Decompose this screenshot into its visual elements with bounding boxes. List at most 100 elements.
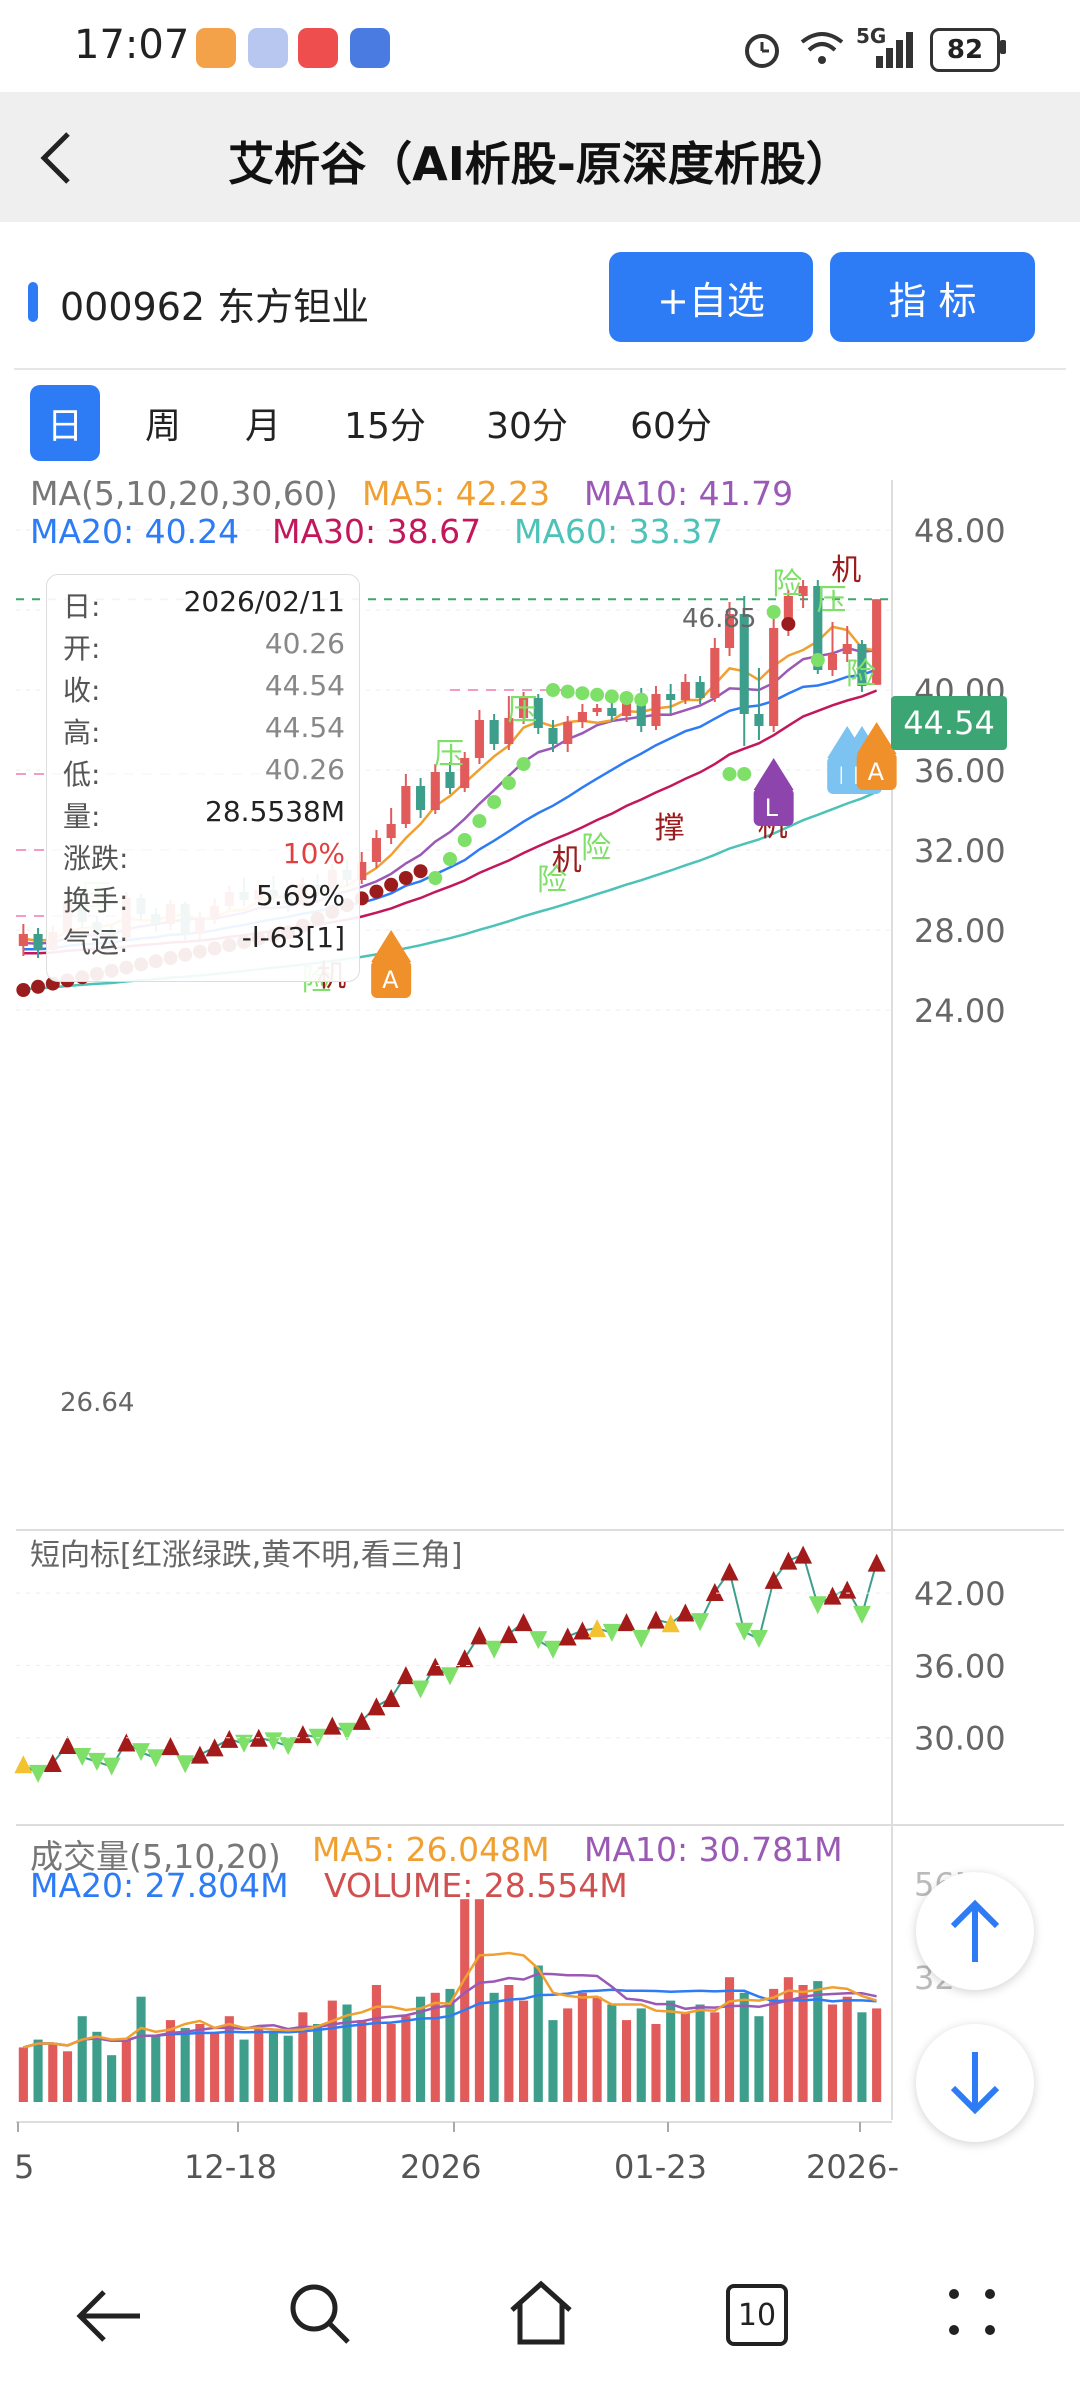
trend-dot (619, 691, 634, 705)
candle-body (474, 720, 484, 758)
low-price-label: 26.64 (60, 1388, 135, 1418)
indicator-triangle (705, 1582, 724, 1601)
battery-tip (1000, 40, 1006, 54)
tab-30min[interactable]: 30分 (486, 406, 568, 447)
indicator-triangle (264, 1732, 283, 1751)
search-icon[interactable] (288, 2282, 352, 2346)
trend-dot (781, 617, 796, 631)
trend-dot (472, 814, 487, 828)
trend-dot (722, 767, 737, 781)
volume-bar (460, 1899, 470, 2102)
trend-dot (398, 871, 413, 885)
volume-bar (254, 2027, 264, 2102)
volume-bar (430, 1992, 440, 2102)
trend-dot (634, 692, 649, 707)
candle-body (813, 586, 823, 670)
volume-bar (636, 2008, 646, 2102)
volume-bar (533, 1965, 543, 2102)
chevron-left-icon[interactable] (34, 128, 78, 188)
indicator-triangle (161, 1737, 180, 1756)
volume-bar (48, 2043, 58, 2102)
volume-ma5-line (23, 1951, 877, 2049)
indicator-triangle (764, 1570, 783, 1589)
indicator-triangle (279, 1737, 298, 1756)
volume-bar (769, 1988, 779, 2102)
indicator-triangle (735, 1622, 754, 1641)
indicator-triangle (190, 1745, 209, 1764)
volume-bar (651, 2024, 661, 2102)
volume-bar (77, 2016, 87, 2102)
volume-bar (107, 2055, 117, 2102)
trend-dot (575, 686, 590, 701)
scroll-up-button[interactable] (916, 1872, 1034, 1990)
security-notification-icon (350, 28, 390, 68)
volume-bar (783, 1977, 793, 2102)
volume-bar (548, 2020, 558, 2102)
candle-body (827, 654, 838, 670)
volume-ma20-label: MA20: 27.804M (30, 1866, 289, 1905)
divider (14, 368, 1066, 370)
tabs-icon[interactable]: 10 (726, 2284, 788, 2346)
trend-dot (384, 877, 399, 892)
candle-body (386, 824, 396, 838)
tab-60min[interactable]: 60分 (630, 406, 712, 447)
volume-bar (607, 2004, 617, 2102)
tab-15min[interactable]: 15分 (344, 406, 426, 447)
signal-label: 机 (552, 843, 582, 878)
signal-icon (876, 32, 913, 68)
home-icon[interactable] (506, 2280, 576, 2346)
scroll-down-button[interactable] (916, 2024, 1034, 2142)
wifi-icon (800, 32, 844, 64)
indicator-triangle (176, 1755, 195, 1774)
candle-body (533, 698, 543, 728)
stock-marker (28, 282, 38, 322)
high-price-label: 46.85 (682, 604, 757, 634)
info-row-turnover: 换手: 5.69% (63, 879, 345, 917)
trend-dot (810, 653, 825, 667)
candle-body (798, 586, 808, 596)
alarm-icon (745, 34, 779, 68)
volume-bar (136, 1996, 146, 2102)
volume-bar (239, 2039, 249, 2102)
network-label: 5G (856, 24, 887, 48)
candle-body (445, 772, 455, 788)
indicator-triangle (205, 1738, 224, 1757)
info-row-change: 涨跌: 10% (63, 837, 345, 875)
info-row-open: 开: 40.26 (63, 627, 345, 665)
indicator-triangle (558, 1627, 577, 1646)
indicator-triangle (499, 1625, 518, 1644)
volume-bar (474, 1899, 484, 2102)
indicator-triangle (852, 1605, 871, 1624)
menu-icon[interactable] (944, 2284, 1004, 2344)
candle-body (460, 758, 470, 788)
volume-bar (872, 2008, 882, 2102)
volume-bar (445, 1988, 455, 2102)
tab-day[interactable]: 日 (30, 385, 100, 461)
trend-dot (516, 757, 531, 771)
candle-body (33, 934, 43, 950)
indicator-triangle (117, 1733, 136, 1752)
indicator-button[interactable]: 指 标 (830, 252, 1035, 342)
volume-title: 成交量(5,10,20) (30, 1837, 281, 1876)
back-icon[interactable] (74, 2286, 144, 2346)
trend-dot (428, 871, 443, 885)
indicator-triangle (485, 1640, 504, 1659)
a-marker (371, 960, 412, 998)
candle-body (724, 614, 735, 648)
app-notification-icon (196, 28, 236, 68)
tab-month[interactable]: 月 (244, 406, 281, 447)
signal-label: 险 (537, 863, 567, 898)
volume-bar (416, 1996, 426, 2102)
last-price-tag: 44.54 (891, 696, 1007, 750)
ma-legend-label: MA(5,10,20,30,60) (30, 474, 338, 513)
indicator-triangle (293, 1725, 312, 1744)
browser-nav-bar: 10 (0, 2230, 1080, 2400)
add-watchlist-button[interactable]: +自选 (609, 252, 813, 342)
volume-bar (92, 2031, 102, 2102)
volume-bar (342, 2004, 352, 2102)
indicator-triangle (14, 1755, 33, 1774)
volume-bars (18, 1899, 882, 2102)
volume-bar (283, 2035, 293, 2102)
candle-body (857, 644, 867, 686)
tab-week[interactable]: 周 (144, 406, 181, 447)
